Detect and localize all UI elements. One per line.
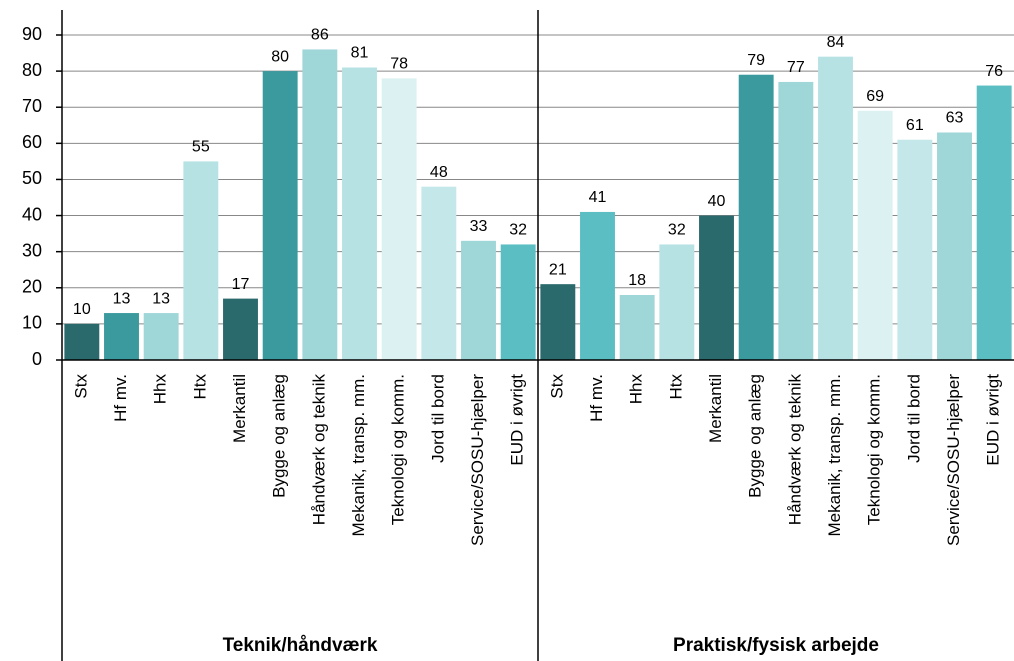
x-tick-label: Stx: [71, 374, 90, 399]
bar: [143, 313, 179, 360]
x-tick-label: Bygge og anlæg: [746, 374, 765, 498]
data-label: 10: [73, 301, 91, 318]
bar: [223, 298, 258, 360]
bar: [619, 295, 655, 360]
x-tick-label: Hhx: [151, 374, 170, 405]
bar: [262, 71, 298, 360]
x-tick-label: Teknologi og komm.: [389, 374, 408, 525]
bar: [381, 78, 417, 360]
bar: [937, 132, 972, 360]
data-label: 80: [271, 48, 289, 65]
bar: [421, 186, 457, 360]
x-tick-label: EUD i øvrigt: [984, 374, 1003, 466]
data-label: 55: [192, 139, 210, 156]
x-tick-label: Htx: [190, 374, 209, 400]
bar: [778, 81, 814, 360]
data-label: 81: [351, 45, 369, 62]
x-tick-label: Jord til bord: [428, 374, 447, 463]
x-tick-label: Service/SOSU-hjælper: [468, 374, 487, 546]
data-label: 63: [946, 110, 964, 127]
x-tick-label: Hf mv.: [587, 374, 606, 422]
bar: [461, 240, 496, 360]
bar: [104, 313, 139, 360]
y-tick-label: 0: [32, 349, 42, 369]
x-tick-label: Hf mv.: [111, 374, 130, 422]
bar: [857, 110, 893, 360]
group-label: Praktisk/fysisk arbejde: [673, 635, 879, 656]
data-label: 13: [152, 290, 170, 307]
data-label: 40: [708, 193, 726, 210]
bar: [540, 284, 576, 360]
x-tick-label: Hhx: [627, 374, 646, 405]
y-tick-label: 90: [22, 24, 42, 44]
y-tick-label: 30: [22, 240, 42, 260]
data-label: 41: [589, 189, 607, 206]
x-tick-label: Teknologi og komm.: [865, 374, 884, 525]
x-tick-label: Stx: [547, 374, 566, 399]
bar: [976, 85, 1012, 361]
bar: [302, 49, 338, 360]
y-tick-label: 10: [22, 313, 42, 333]
data-label: 32: [668, 222, 686, 239]
x-tick-label: Håndværk og teknik: [309, 374, 328, 526]
data-label: 21: [549, 261, 567, 278]
x-tick-label: Service/SOSU-hjælper: [944, 374, 963, 546]
bar: [897, 139, 933, 360]
data-label: 48: [430, 164, 448, 181]
x-tick-label: EUD i øvrigt: [508, 374, 527, 466]
bar: [580, 211, 615, 360]
data-label: 77: [787, 59, 805, 76]
y-tick-label: 20: [22, 277, 42, 297]
y-tick-label: 80: [22, 60, 42, 80]
bar: [342, 67, 377, 360]
data-label: 79: [747, 52, 765, 69]
data-label: 32: [509, 222, 527, 239]
data-label: 69: [866, 88, 884, 105]
x-tick-label: Merkantil: [706, 374, 725, 443]
x-tick-label: Bygge og anlæg: [270, 374, 289, 498]
data-label: 17: [232, 276, 250, 293]
bar: [500, 244, 536, 360]
x-tick-label: Jord til bord: [904, 374, 923, 463]
group-label: Teknik/håndværk: [223, 635, 378, 656]
data-label: 33: [470, 218, 488, 235]
data-label: 84: [827, 34, 845, 51]
bar: [64, 323, 100, 360]
data-label: 78: [390, 56, 408, 73]
x-tick-label: Håndværk og teknik: [785, 374, 804, 526]
bar: [818, 56, 853, 361]
x-tick-label: Mekanik, transp. mm.: [825, 374, 844, 537]
y-tick-label: 40: [22, 204, 42, 224]
data-label: 76: [985, 63, 1003, 80]
data-label: 13: [113, 290, 131, 307]
bar: [738, 74, 774, 360]
bar: [699, 215, 734, 360]
data-label: 61: [906, 117, 924, 134]
x-tick-label: Mekanik, transp. mm.: [349, 374, 368, 537]
y-tick-label: 60: [22, 132, 42, 152]
bar: [659, 244, 695, 360]
data-label: 86: [311, 27, 329, 44]
data-label: 18: [628, 272, 646, 289]
x-tick-label: Merkantil: [230, 374, 249, 443]
bar: [183, 161, 219, 360]
y-tick-label: 70: [22, 96, 42, 116]
y-tick-label: 50: [22, 168, 42, 188]
x-tick-label: Htx: [666, 374, 685, 400]
